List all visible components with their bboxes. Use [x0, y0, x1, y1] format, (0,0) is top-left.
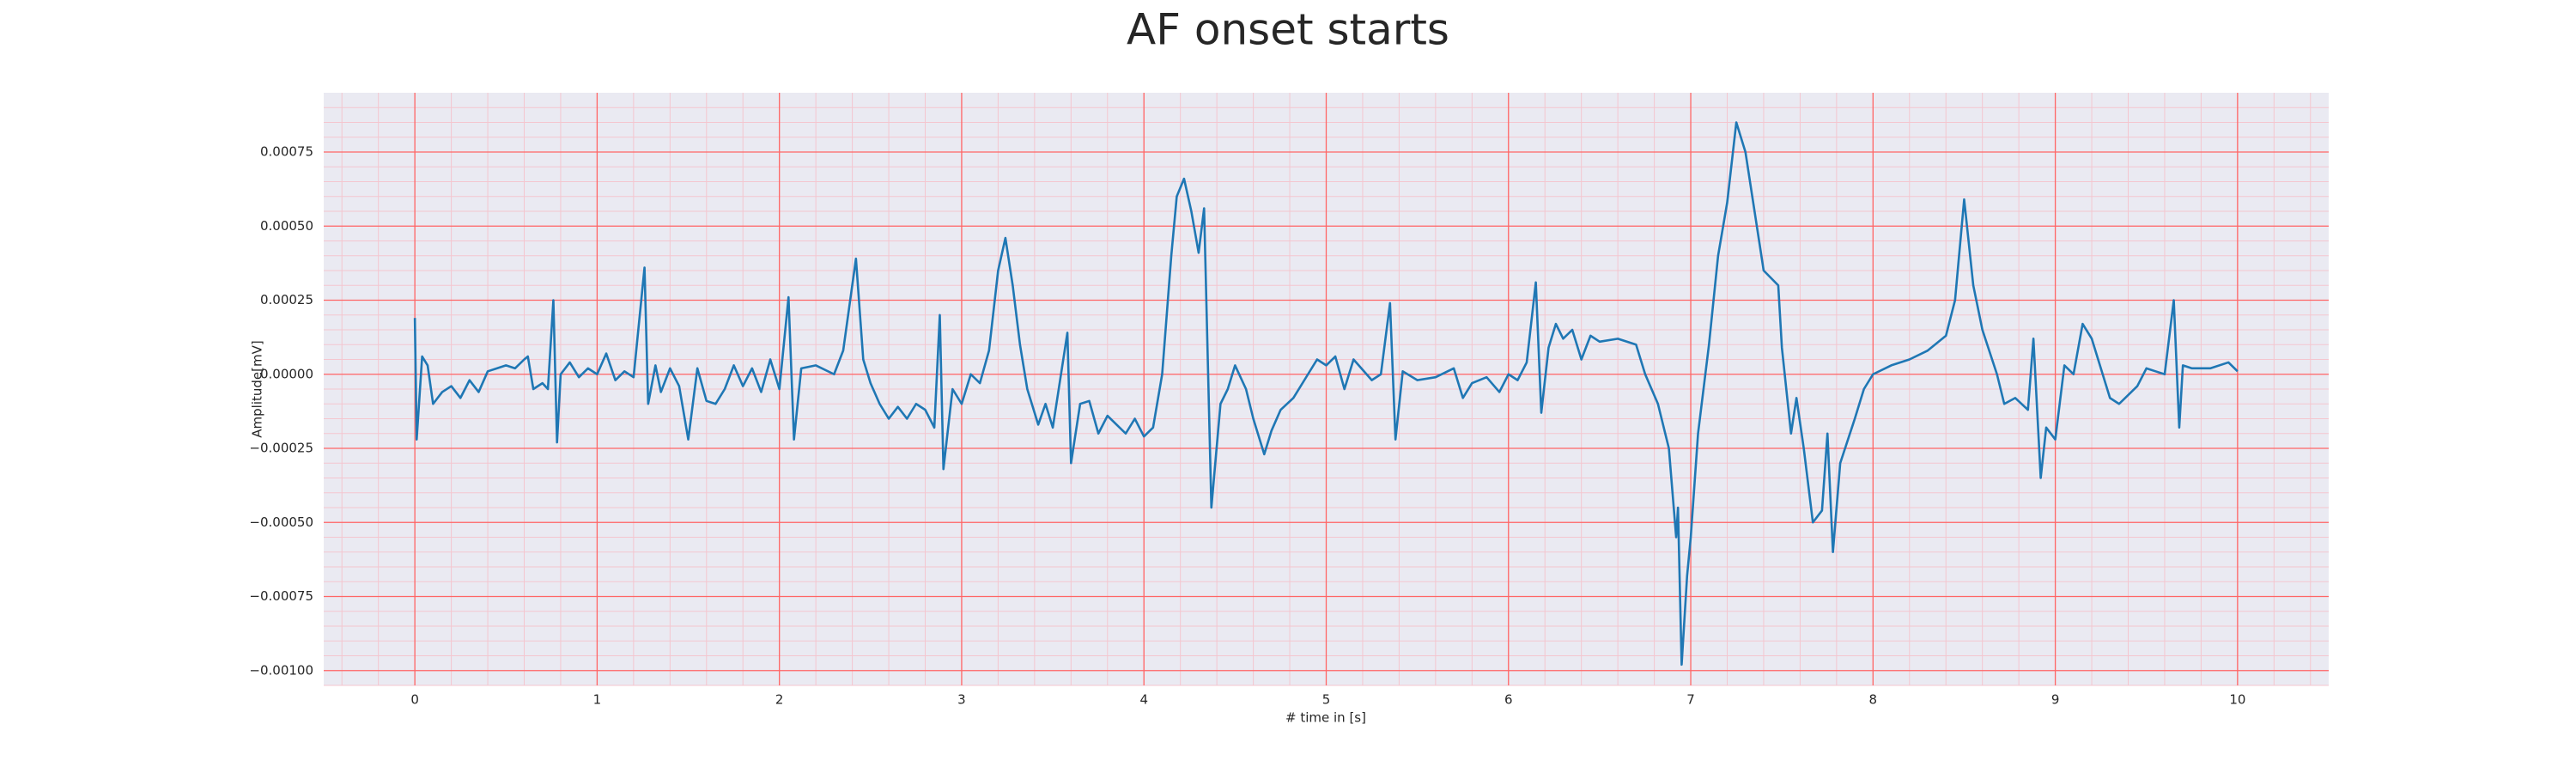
- x-tick-label: 10: [2229, 692, 2245, 708]
- x-tick-label: 4: [1139, 692, 1148, 708]
- x-tick-label: 6: [1504, 692, 1513, 708]
- y-tick-label: 0.00075: [260, 144, 313, 160]
- x-tick-label: 0: [410, 692, 419, 708]
- y-tick-label: −0.00050: [249, 514, 313, 530]
- x-tick-label: 7: [1686, 692, 1695, 708]
- y-tick-label: −0.00025: [249, 441, 313, 456]
- y-tick-label: −0.00075: [249, 588, 313, 604]
- chart-title: AF onset starts: [1127, 5, 1449, 55]
- y-tick-label: 0.00025: [260, 292, 313, 307]
- y-tick-label: 0.00000: [260, 366, 313, 381]
- y-tick-label: 0.00050: [260, 218, 313, 234]
- x-tick-label: 3: [957, 692, 966, 708]
- x-tick-label: 9: [2051, 692, 2060, 708]
- y-axis-label: Amplitude[mV]: [250, 340, 265, 437]
- y-tick-label: −0.00100: [249, 662, 313, 678]
- x-tick-label: 2: [775, 692, 784, 708]
- x-axis-label: # time in [s]: [1285, 710, 1366, 726]
- x-tick-label: 8: [1869, 692, 1878, 708]
- line-series: [413, 121, 2239, 666]
- x-tick-label: 5: [1322, 692, 1331, 708]
- x-tick-label: 1: [593, 692, 602, 708]
